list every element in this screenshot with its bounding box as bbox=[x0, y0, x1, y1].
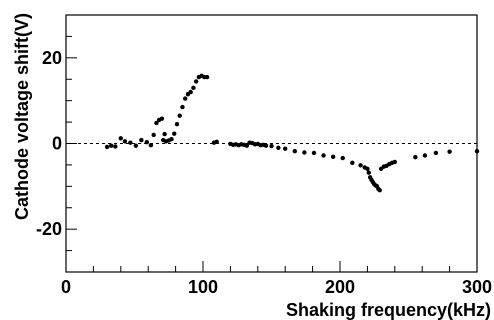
data-point bbox=[276, 145, 281, 150]
data-points bbox=[104, 73, 480, 193]
data-point bbox=[214, 139, 219, 144]
y-tick-label: -20 bbox=[36, 219, 62, 239]
data-point bbox=[350, 160, 355, 165]
data-point bbox=[392, 159, 397, 165]
data-point bbox=[302, 150, 307, 155]
data-point bbox=[182, 96, 188, 101]
data-point bbox=[263, 143, 269, 148]
data-point bbox=[283, 146, 288, 151]
data-point bbox=[128, 140, 133, 145]
data-point bbox=[159, 116, 165, 121]
data-point bbox=[169, 137, 174, 142]
data-point bbox=[292, 149, 297, 154]
data-point bbox=[366, 170, 371, 175]
data-point bbox=[447, 149, 452, 154]
y-axis-ticks: -20 0 20 bbox=[36, 14, 77, 273]
data-point bbox=[377, 187, 382, 193]
data-point bbox=[148, 143, 154, 148]
data-point bbox=[422, 153, 428, 158]
data-point bbox=[154, 120, 159, 126]
data-point bbox=[177, 113, 182, 118]
data-point bbox=[474, 149, 480, 154]
y-axis-title: Cathode voltage shift(V) bbox=[12, 13, 32, 220]
data-point bbox=[191, 85, 196, 91]
data-point bbox=[180, 104, 185, 110]
data-point bbox=[151, 132, 156, 138]
data-point bbox=[413, 155, 418, 160]
data-point bbox=[118, 136, 124, 141]
data-point bbox=[139, 137, 144, 143]
x-tick-label: 100 bbox=[188, 277, 218, 297]
x-tick-label: 300 bbox=[462, 277, 492, 297]
data-point bbox=[172, 131, 177, 136]
data-point bbox=[321, 153, 326, 158]
data-point bbox=[311, 150, 317, 156]
data-point bbox=[109, 143, 114, 148]
data-point bbox=[144, 140, 150, 145]
data-point bbox=[174, 122, 180, 127]
data-point bbox=[269, 143, 274, 149]
data-point bbox=[244, 143, 250, 148]
data-point bbox=[162, 131, 167, 137]
data-point bbox=[193, 79, 199, 84]
data-point bbox=[358, 163, 363, 168]
y-tick-label: 0 bbox=[52, 134, 62, 154]
x-axis-title: Shaking frequency(kHz) bbox=[286, 300, 491, 320]
data-point bbox=[104, 144, 110, 150]
x-tick-label: 200 bbox=[325, 277, 355, 297]
data-point bbox=[133, 143, 139, 148]
data-point bbox=[113, 144, 118, 149]
data-point bbox=[365, 166, 370, 171]
data-point bbox=[433, 150, 439, 156]
data-point bbox=[188, 89, 193, 95]
x-axis-ticks: 0 100 200 300 bbox=[61, 261, 492, 297]
y-tick-label: 20 bbox=[42, 48, 62, 68]
data-point bbox=[340, 155, 345, 161]
data-point bbox=[330, 154, 336, 159]
data-point bbox=[204, 74, 210, 80]
x-tick-label: 0 bbox=[61, 277, 71, 297]
data-point bbox=[122, 139, 128, 144]
